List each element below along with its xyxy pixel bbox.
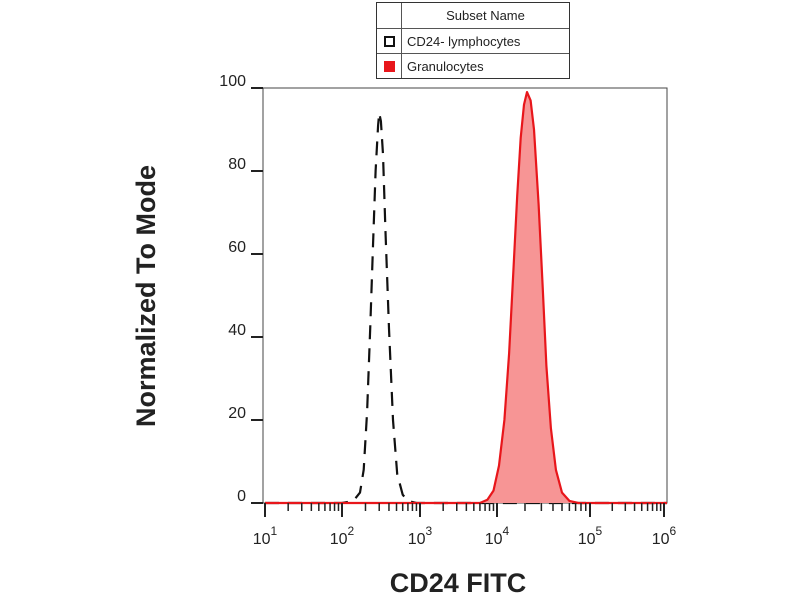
y-axis-title: Normalized To Mode [131, 165, 161, 427]
x-tick-label: 105 [578, 524, 603, 548]
x-tick-label: 103 [408, 524, 433, 548]
y-tick-label: 0 [237, 488, 246, 505]
legend-item-granulocytes: Granulocytes [377, 53, 569, 78]
y-tick-label: 100 [219, 73, 246, 90]
series-layer [265, 91, 667, 505]
x-tick-label: 102 [330, 524, 355, 548]
series-line-granulocytes [265, 91, 667, 505]
x-tick-label: 106 [652, 524, 677, 548]
series-line-cd24-lymphocytes [265, 112, 667, 505]
plot-frame [262, 87, 668, 504]
outline-swatch-icon [383, 35, 395, 47]
x-tick-label: 104 [485, 524, 510, 548]
legend-item-label: Granulocytes [407, 58, 484, 74]
y-tick-label: 60 [228, 239, 246, 256]
y-tick-label: 80 [228, 156, 246, 173]
y-tick-label: 20 [228, 405, 246, 422]
filled-swatch-icon [383, 60, 395, 72]
x-tick-label: 101 [253, 524, 278, 548]
legend-item-label: CD24- lymphocytes [407, 33, 521, 49]
legend-title: Subset Name [446, 8, 525, 23]
legend: Subset Name CD24- lymphocytes Granulocyt… [376, 2, 570, 79]
plot-area [262, 87, 668, 504]
y-tick-label: 40 [228, 322, 246, 339]
x-axis-title: CD24 FITC [390, 568, 527, 598]
legend-item-lymphocytes: CD24- lymphocytes [377, 28, 569, 53]
axes-layer: 0 20 40 60 80 100 101 102 103 104 105 106 [219, 73, 676, 548]
legend-header: Subset Name [377, 3, 569, 28]
